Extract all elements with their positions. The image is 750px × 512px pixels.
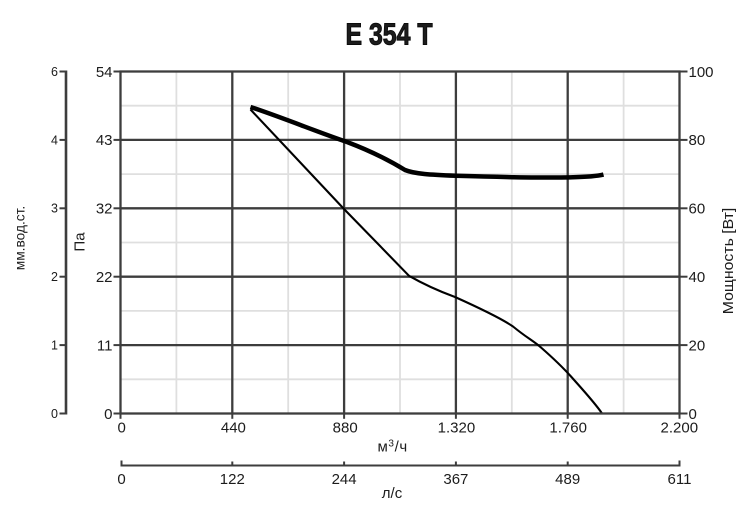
svg-text:0: 0: [689, 406, 697, 423]
svg-text:880: 880: [333, 419, 358, 436]
svg-text:мм.вод.ст.: мм.вод.ст.: [12, 206, 28, 271]
svg-text:22: 22: [96, 269, 113, 286]
svg-text:367: 367: [443, 471, 468, 488]
svg-text:60: 60: [689, 201, 706, 218]
svg-text:440: 440: [221, 419, 246, 436]
svg-text:1.760: 1.760: [549, 419, 587, 436]
svg-text:100: 100: [689, 64, 714, 81]
svg-text:40: 40: [689, 269, 706, 286]
svg-text:43: 43: [96, 132, 113, 149]
svg-text:Па: Па: [72, 232, 89, 252]
svg-text:54: 54: [96, 64, 113, 81]
svg-text:0: 0: [51, 407, 58, 421]
svg-text:611: 611: [668, 471, 692, 488]
svg-text:3: 3: [51, 202, 58, 216]
svg-text:0: 0: [104, 406, 112, 423]
svg-text:4: 4: [51, 133, 58, 147]
svg-text:Мощность [Вт]: Мощность [Вт]: [720, 208, 737, 315]
svg-text:122: 122: [220, 471, 245, 488]
svg-text:1.320: 1.320: [438, 419, 476, 436]
svg-text:2.200: 2.200: [661, 419, 699, 436]
svg-text:11: 11: [97, 337, 113, 354]
svg-text:32: 32: [96, 201, 113, 218]
svg-text:л/с: л/с: [382, 485, 403, 502]
svg-text:2: 2: [51, 270, 58, 284]
svg-text:20: 20: [689, 337, 706, 354]
svg-text:0: 0: [117, 471, 125, 488]
svg-text:E 354 T: E 354 T: [346, 18, 433, 52]
svg-text:489: 489: [555, 471, 580, 488]
svg-text:1: 1: [51, 339, 58, 353]
svg-text:80: 80: [689, 132, 706, 149]
svg-text:м3/ч: м3/ч: [378, 439, 408, 456]
svg-text:244: 244: [332, 471, 357, 488]
svg-text:0: 0: [118, 419, 126, 436]
svg-text:6: 6: [51, 65, 58, 79]
